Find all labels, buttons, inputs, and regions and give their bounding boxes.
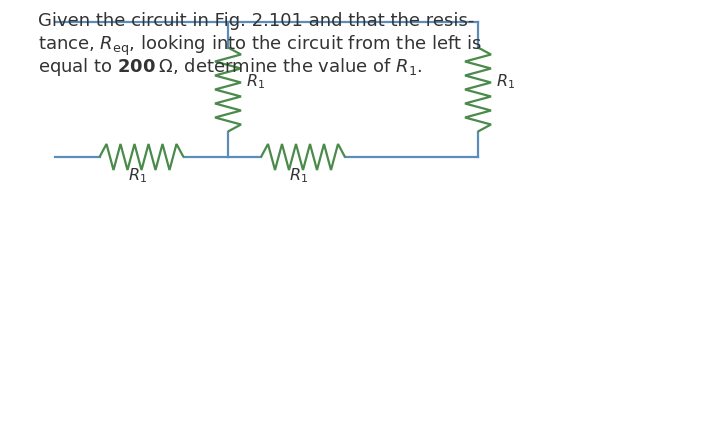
Text: $R_1$: $R_1$ [496, 72, 515, 91]
Text: Given the circuit in Fig. 2.101 and that the resis-: Given the circuit in Fig. 2.101 and that… [38, 12, 475, 30]
Text: $R_1$: $R_1$ [128, 166, 147, 185]
Text: equal to $\mathbf{200}$ Ω, determine the value of $R_1$.: equal to $\mathbf{200}$ Ω, determine the… [38, 56, 423, 78]
Text: tance, $R_{\mathrm{eq}}$, looking into the circuit from the left is: tance, $R_{\mathrm{eq}}$, looking into t… [38, 34, 482, 58]
Text: $R_1$: $R_1$ [246, 72, 265, 91]
Text: $R_1$: $R_1$ [289, 166, 309, 185]
